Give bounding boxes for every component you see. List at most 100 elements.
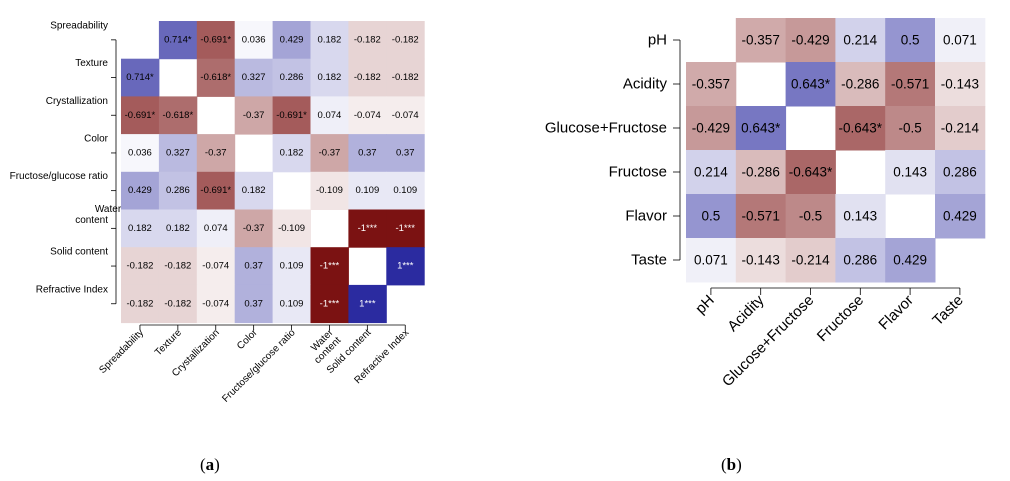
heatmap-a-cell-5-1 [158,209,198,248]
heatmap-b-cell-label-1-5: -0.143 [941,77,979,92]
heatmap-a-cell-7-4 [272,284,311,324]
heatmap-a-cell-label-2-0: -0.691* [125,110,156,121]
heatmap-a-cell-6-1 [158,247,198,286]
heatmap-a-x-label-texture: Texture [153,327,184,358]
heatmap-b-x-label-fructose: Fructose [814,292,867,345]
heatmap-b-cell-label-4-1: -0.571 [742,209,780,224]
heatmap-a: 0.714* -0.691* 0.036 0.429 0.182 -0.182 -0.182… [10,20,425,405]
heatmap-b-cell-label-4-0: 0.5 [702,209,721,224]
heatmap-a-cell-4-7 [386,171,425,210]
heatmap-b-y-label-flavor: Flavor [625,208,667,225]
heatmap-a-cell-label-6-5: -1*** [320,261,340,272]
heatmap-a-cell-label-5-1: 0.182 [166,223,190,234]
caption-a-close: ) [214,455,220,474]
heatmap-a-cell-4-1 [158,171,198,210]
heatmap-a-cell-0-3 [234,21,274,60]
heatmap-a-y-label-line-5-0: Water [95,203,122,214]
heatmap-a-cell-label-4-7: 0.109 [393,185,417,196]
heatmap-b-cell-label-0-3: 0.214 [843,33,877,48]
caption-a-letter: a [205,455,215,474]
heatmap-b-cell-label-0-1: -0.357 [742,33,780,48]
heatmap-a-cell-label-5-3: -0.37 [243,223,265,234]
heatmap-a-cell-3-2 [196,134,236,173]
heatmap-a-x-label-fructose-glucose-ratio: Fructose/glucose ratio [220,327,298,405]
heatmap-a-cell-label-7-5: -1*** [320,298,340,309]
caption-b: (b) [721,455,742,475]
heatmap-b-cell-label-4-2: -0.5 [799,209,822,224]
heatmap-b-y-label-ph: pH [648,32,667,49]
heatmap-b-cell-5-0 [686,238,737,283]
heatmap-a-cell-label-0-7: -0.182 [392,34,419,45]
heatmap-a-cell-label-5-4: -0.109 [278,223,305,234]
caption-a-open: ( [200,455,206,474]
heatmap-a-cell-1-2 [196,58,236,97]
heatmap-b-cell-label-0-2: -0.429 [791,33,829,48]
heatmap-a-cell-label-1-6: -0.182 [354,72,381,83]
heatmap-a-cell-2-1 [158,96,198,135]
heatmap-b-cell-2-5 [935,106,986,151]
heatmap-b-x-label-ph: pH [692,292,718,318]
heatmap-a-cell-label-0-3: 0.036 [242,34,266,45]
heatmap-a-cell-5-2 [196,209,236,248]
heatmap-a-cell-label-3-2: -0.37 [205,147,227,158]
heatmap-b-cell-label-1-0: -0.357 [692,77,730,92]
heatmap-b-cell-2-0 [686,106,737,151]
heatmap-a-cell-label-1-2: -0.618* [200,72,231,83]
heatmap-a-cell-3-6 [348,134,387,173]
heatmap-b-cell-label-0-5: 0.071 [943,33,977,48]
heatmap-a-cell-label-5-0: 0.182 [128,223,152,234]
heatmap-b-x-label-flavor: Flavor [875,292,916,333]
caption-b-letter: b [726,455,737,474]
heatmap-a-cell-0-2 [196,21,236,60]
heatmap-b-cell-label-3-5: 0.286 [943,165,977,180]
heatmap-a-cell-label-4-6: 0.109 [355,185,379,196]
heatmap-b-cell-1-5 [935,62,986,107]
heatmap-b-cell-5-4 [885,238,936,283]
heatmap-a-cell-label-0-6: -0.182 [354,34,381,45]
heatmap-a-cell-0-4 [272,21,311,60]
heatmap-a-cell-2-5 [310,96,349,135]
heatmap-a-cell-5-6 [348,209,387,248]
heatmap-a-cell-label-2-6: -0.074 [354,110,381,121]
heatmap-a-cell-6-5 [310,247,349,286]
heatmap-a-y-label-fructose-glucose-ratio: Fructose/glucose ratio [10,171,109,182]
heatmap-a-cell-2-7 [386,96,425,135]
heatmap-b-x-label-acidity: Acidity [724,291,768,335]
heatmap-a-y-label-spreadability: Spreadability [50,20,108,31]
heatmap-b-y-label-glucose-fructose: Glucose+Fructose [545,120,667,137]
heatmap-b-cell-2-3 [835,106,886,151]
heatmap-a-cell-0-1 [158,21,198,60]
heatmap-a-cell-7-0 [121,284,160,324]
heatmap-b-cell-label-3-1: -0.286 [742,165,780,180]
heatmap-a-cell-7-3 [234,284,274,324]
caption-b-close: ) [736,455,742,474]
heatmap-a-cell-3-7 [386,134,425,173]
heatmap-b-cell-5-1 [735,238,787,283]
heatmap-a-cell-1-6 [348,58,387,97]
heatmap-a-cell-7-1 [158,284,198,324]
heatmap-a-cell-5-4 [272,209,311,248]
heatmap-a-cell-0-7 [386,21,425,60]
heatmap-a-cell-label-5-2: 0.074 [204,223,228,234]
heatmap-a-cell-label-7-4: 0.109 [280,298,304,309]
heatmap-b-cell-label-2-0: -0.429 [692,121,730,136]
heatmap-b-cell-5-3 [835,238,886,283]
heatmap-a-cell-6-0 [121,247,160,286]
heatmap-a-cell-4-3 [234,171,274,210]
caption-b-open: ( [721,455,727,474]
heatmap-a-cell-1-4 [272,58,311,97]
heatmap-a-cell-3-1 [158,134,198,173]
heatmap-a-cell-7-5 [310,284,349,324]
heatmap-a-cell-label-3-7: 0.37 [396,147,415,158]
heatmap-a-cell-5-3 [234,209,274,248]
heatmap-a-cell-label-6-3: 0.37 [244,261,263,272]
heatmap-b-cell-label-1-3: -0.286 [841,77,879,92]
heatmap-a-cell-6-2 [196,247,236,286]
heatmap-b-cell-0-5 [935,18,986,63]
heatmap-a-cell-label-7-3: 0.37 [244,298,263,309]
heatmap-a-cell-1-3 [234,58,274,97]
heatmap-a-y-label-line-5-1: content [75,214,108,225]
heatmap-a-cell-1-5 [310,58,349,97]
heatmap-b-cell-2-1 [735,106,787,151]
